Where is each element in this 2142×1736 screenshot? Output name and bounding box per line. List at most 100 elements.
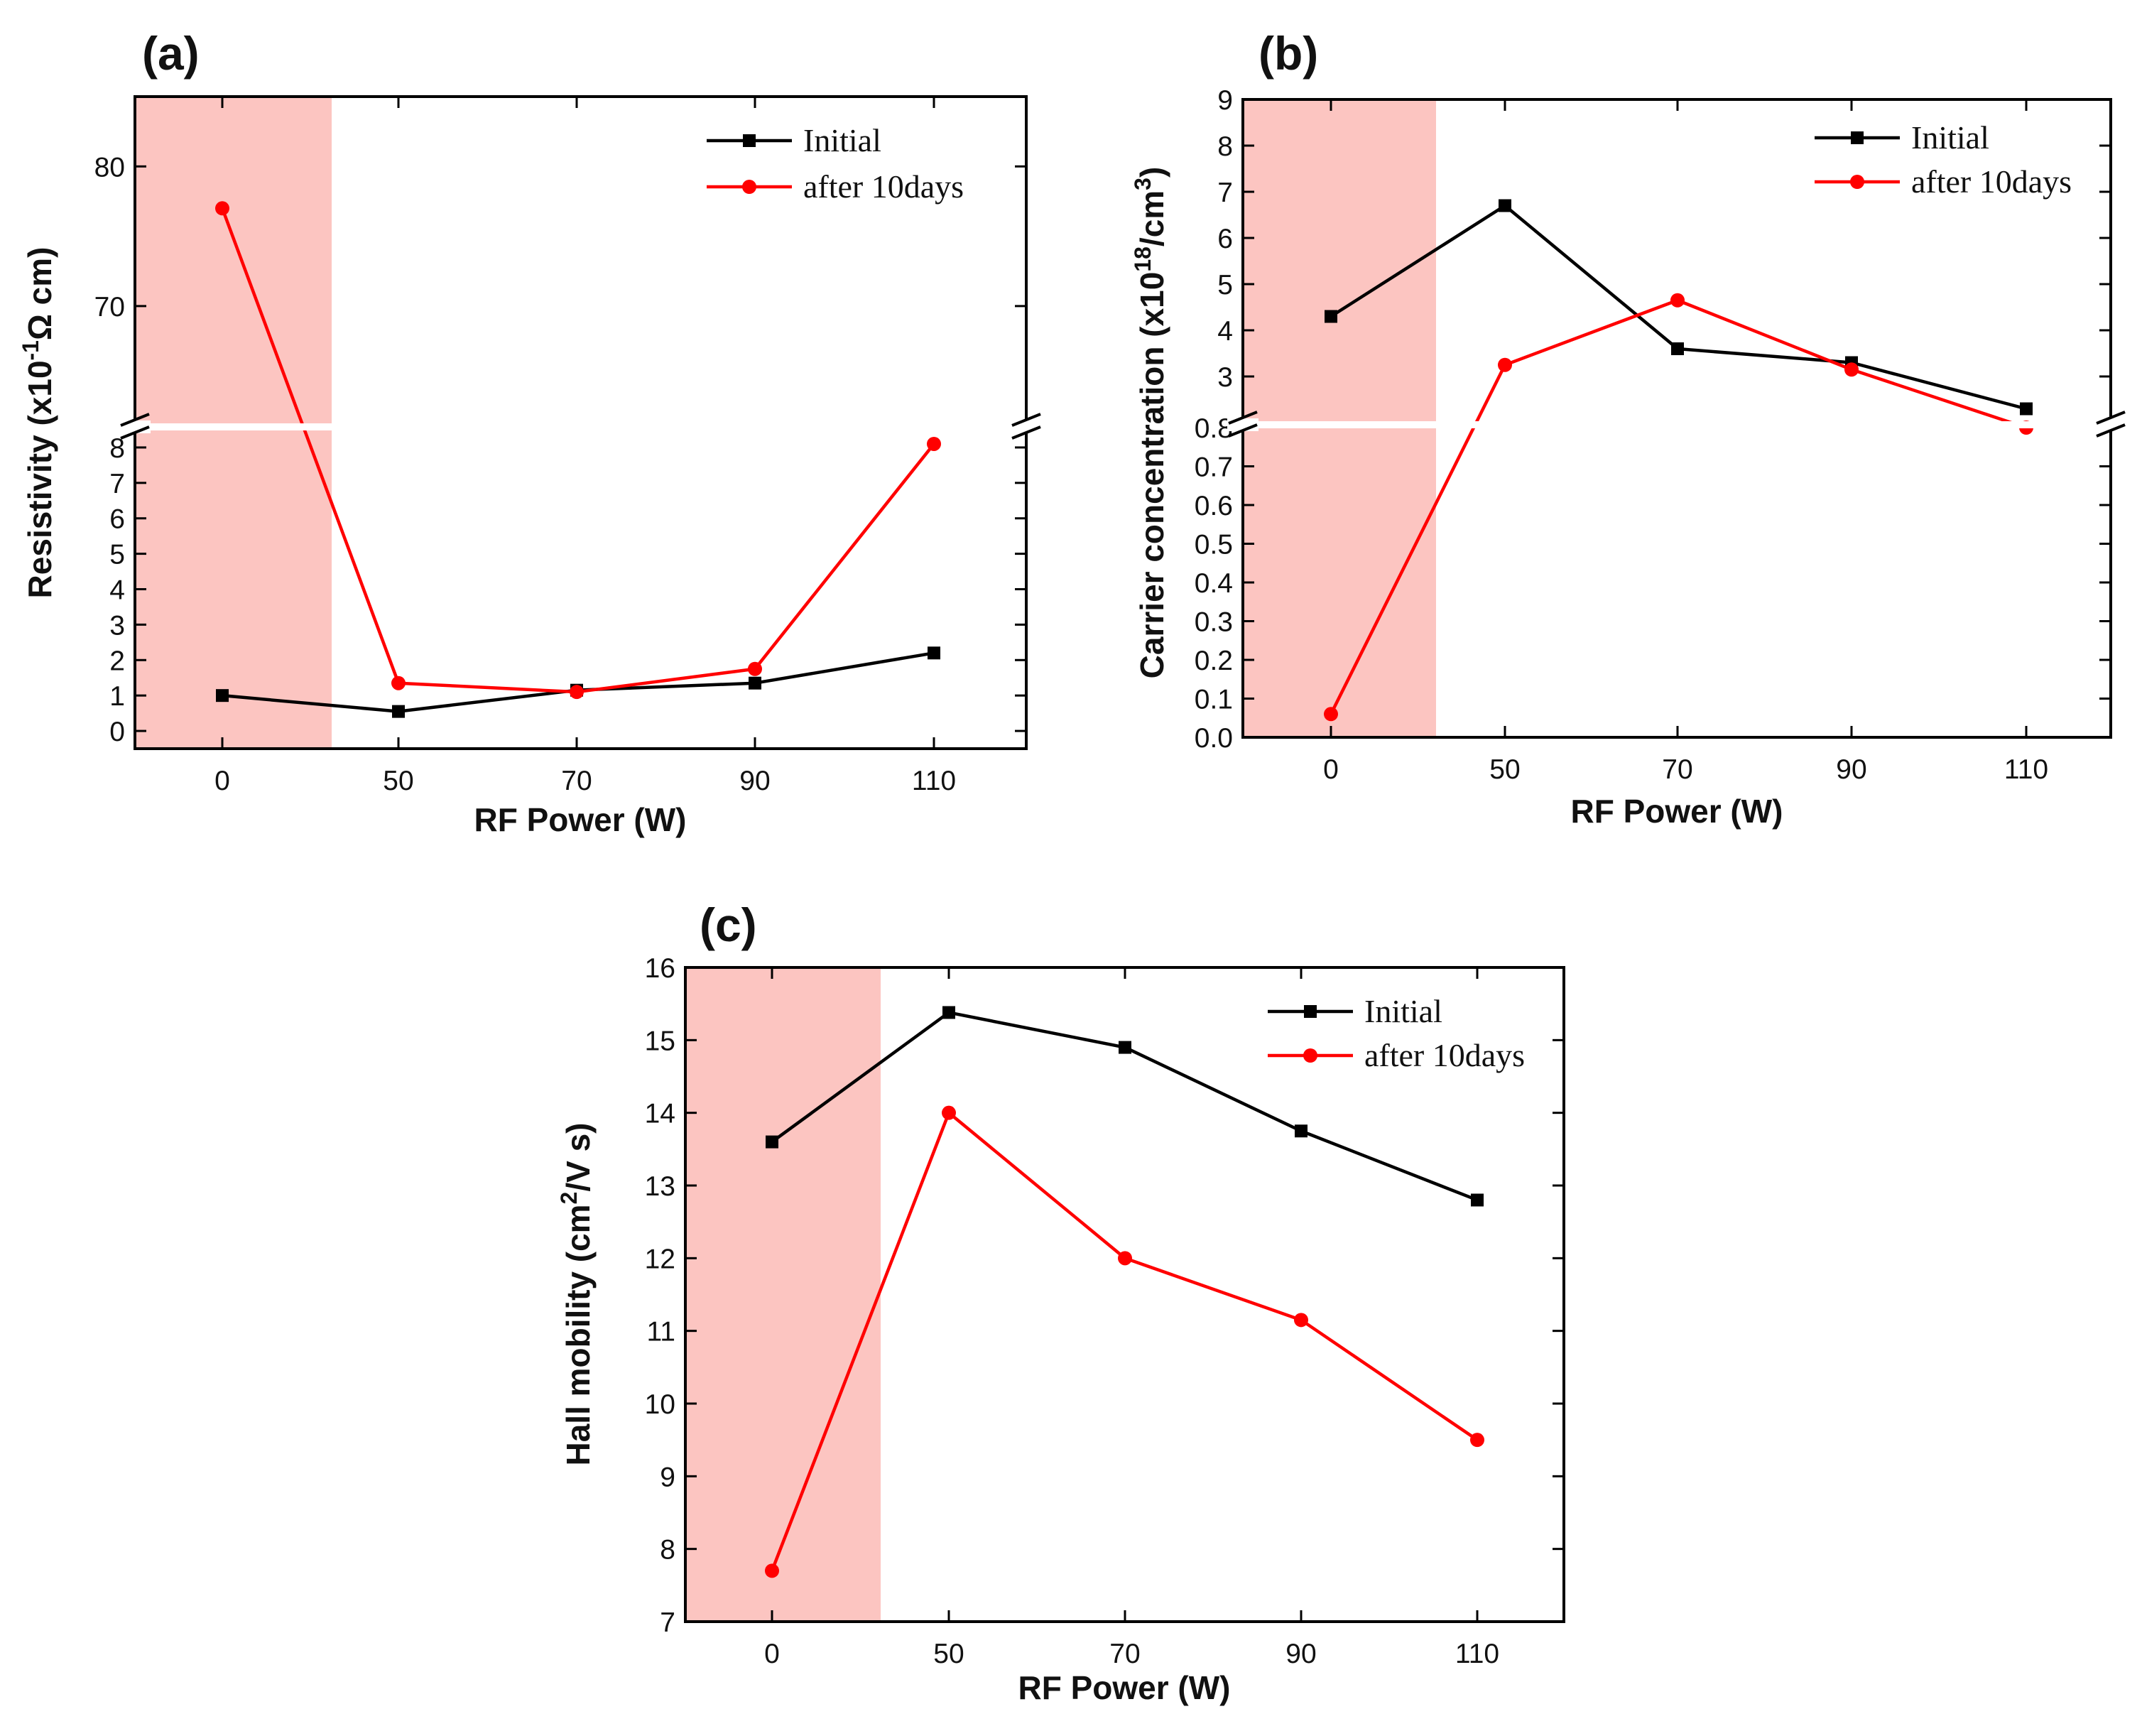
break-gap-a [136, 423, 1025, 430]
x-tick-label: 70 [561, 766, 592, 796]
panel-c: (c) 7 8 9 10 11 12 13 14 15 16 0 50 70 90 110 Initial aft… [556, 899, 1565, 1706]
y-tick-label: 7 [1217, 178, 1233, 208]
y-tick-label: 0.0 [1195, 723, 1233, 754]
axis-break-right-b-slash-bottom [2096, 423, 2126, 438]
data-point [928, 646, 940, 660]
panel-a: (a) 0 1 2 3 4 5 6 7 8 70 80 0 50 70 90 110 Initial after 1… [18, 27, 1042, 838]
legend-marker [1304, 1005, 1317, 1018]
y-tick-label: 10 [645, 1389, 675, 1420]
axis-break-right-a-slash-top [1011, 413, 1041, 427]
y-tick-label: 0.1 [1195, 685, 1233, 715]
y-tick-label: 14 [645, 1099, 675, 1129]
axis-break-left-b [1227, 411, 1258, 438]
data-point [1471, 1193, 1484, 1207]
legend-marker [1850, 175, 1864, 189]
y-tick-label: 8 [660, 1535, 675, 1566]
data-point [1325, 310, 1337, 323]
data-point [1844, 362, 1859, 377]
y-tick-label: 70 [94, 292, 125, 322]
y-tick-label: 15 [645, 1026, 675, 1056]
series-initial-c [766, 1006, 1484, 1207]
data-point [1498, 357, 1512, 372]
legend-label: Initial [803, 122, 881, 158]
legend-label: Initial [1911, 119, 1989, 156]
y-tick-label: 3 [109, 610, 125, 641]
y-tick-label: 2 [109, 646, 125, 676]
data-point [1670, 293, 1685, 308]
x-tick-label: 90 [1836, 754, 1866, 785]
series-after-10days-b [1324, 293, 2033, 722]
x-axis-label-b: RF Power (W) [1571, 793, 1783, 830]
y-tick-label: 16 [645, 953, 675, 984]
break-gap-b [1244, 421, 2109, 428]
legend-marker [1851, 131, 1864, 144]
x-tick-label: 0 [764, 1639, 780, 1669]
x-tick-label: 0 [214, 766, 230, 796]
legend-entry-initial: Initial [1268, 993, 1442, 1029]
y-tick-label: 0.8 [1195, 413, 1233, 444]
y-tick-label: 0 [109, 717, 125, 747]
x-tick-label: 50 [1489, 754, 1520, 785]
data-point [927, 436, 941, 451]
data-point [942, 1006, 955, 1019]
axis-break-right-a [1011, 413, 1042, 440]
x-tick-label: 50 [933, 1639, 964, 1669]
data-point [942, 1105, 956, 1120]
x-tick-label: 110 [2004, 754, 2048, 785]
y-tick-label: 5 [1217, 270, 1233, 300]
legend-entry-after-10days: after 10days [707, 168, 964, 205]
x-tick-label: 90 [1285, 1639, 1316, 1669]
x-axis-label-c: RF Power (W) [1018, 1669, 1231, 1706]
y-tick-label: 1 [109, 681, 125, 712]
data-point [749, 676, 761, 690]
y-axis-label-c: Hall mobility (cm2/V s) [556, 1122, 597, 1465]
y-tick-label: 12 [645, 1244, 675, 1274]
data-point [766, 1135, 778, 1149]
y-tick-label: 9 [660, 1462, 675, 1492]
axis-break-left-a-slash-bottom [120, 425, 150, 440]
data-point [2020, 402, 2033, 416]
y-axis-label-b: Carrier concentration (x1018/cm3) [1130, 167, 1170, 679]
y-tick-label: 6 [109, 504, 125, 535]
axis-break-right-b [2095, 411, 2126, 438]
x-axis-label-a: RF Power (W) [474, 801, 687, 838]
y-tick-label: 4 [109, 575, 125, 606]
x-tick-label: 110 [1455, 1639, 1499, 1669]
data-point [1295, 1124, 1308, 1138]
shaded-region-a [135, 97, 332, 749]
y-tick-label: 8 [1217, 131, 1233, 162]
data-point [1324, 707, 1338, 722]
series-after-10days-a [215, 201, 941, 700]
axis-break-right-b-slash-top [2096, 411, 2126, 425]
legend-label: after 10days [1911, 163, 2072, 200]
data-point [215, 201, 229, 216]
y-axis-label-a: Resistivity (x10-1Ω cm) [18, 247, 58, 599]
data-point [216, 689, 229, 702]
legend-label: after 10days [1364, 1037, 1525, 1073]
x-tick-label: 50 [383, 766, 413, 796]
x-tick-label: 110 [912, 766, 956, 796]
series-initial-b [1325, 199, 2033, 416]
y-tick-label: 13 [645, 1171, 675, 1202]
y-tick-label: 0.7 [1195, 452, 1233, 483]
data-point [1470, 1433, 1484, 1448]
x-tick-label: 70 [1662, 754, 1692, 785]
data-point [1118, 1251, 1132, 1266]
plot-frame-c [684, 966, 1565, 1623]
legend-entry-initial: Initial [707, 122, 881, 158]
y-tick-label: 9 [1217, 85, 1233, 116]
data-point [1119, 1041, 1131, 1054]
axis-break-left-b-slash-top [1228, 411, 1258, 425]
y-tick-label: 4 [1217, 316, 1233, 347]
series-after-10days-c [765, 1105, 1484, 1578]
x-tick-label: 90 [739, 766, 770, 796]
legend-marker [742, 180, 756, 194]
data-point [391, 676, 406, 690]
shaded-region-c [685, 967, 881, 1622]
y-tick-label: 5 [109, 540, 125, 570]
y-tick-label: 0.6 [1195, 491, 1233, 521]
panel-label-b: (b) [1258, 27, 1318, 80]
data-point [570, 685, 584, 700]
